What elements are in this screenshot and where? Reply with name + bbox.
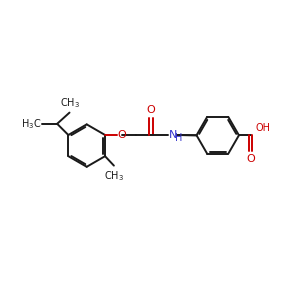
Text: H: H bbox=[175, 133, 182, 143]
Text: O: O bbox=[118, 130, 127, 140]
Text: O: O bbox=[247, 154, 255, 164]
Text: N: N bbox=[169, 130, 177, 140]
Text: H$_3$C: H$_3$C bbox=[21, 117, 41, 131]
Text: CH$_3$: CH$_3$ bbox=[60, 96, 80, 110]
Text: O: O bbox=[147, 105, 155, 115]
Text: OH: OH bbox=[255, 123, 270, 133]
Text: CH$_3$: CH$_3$ bbox=[104, 169, 124, 183]
